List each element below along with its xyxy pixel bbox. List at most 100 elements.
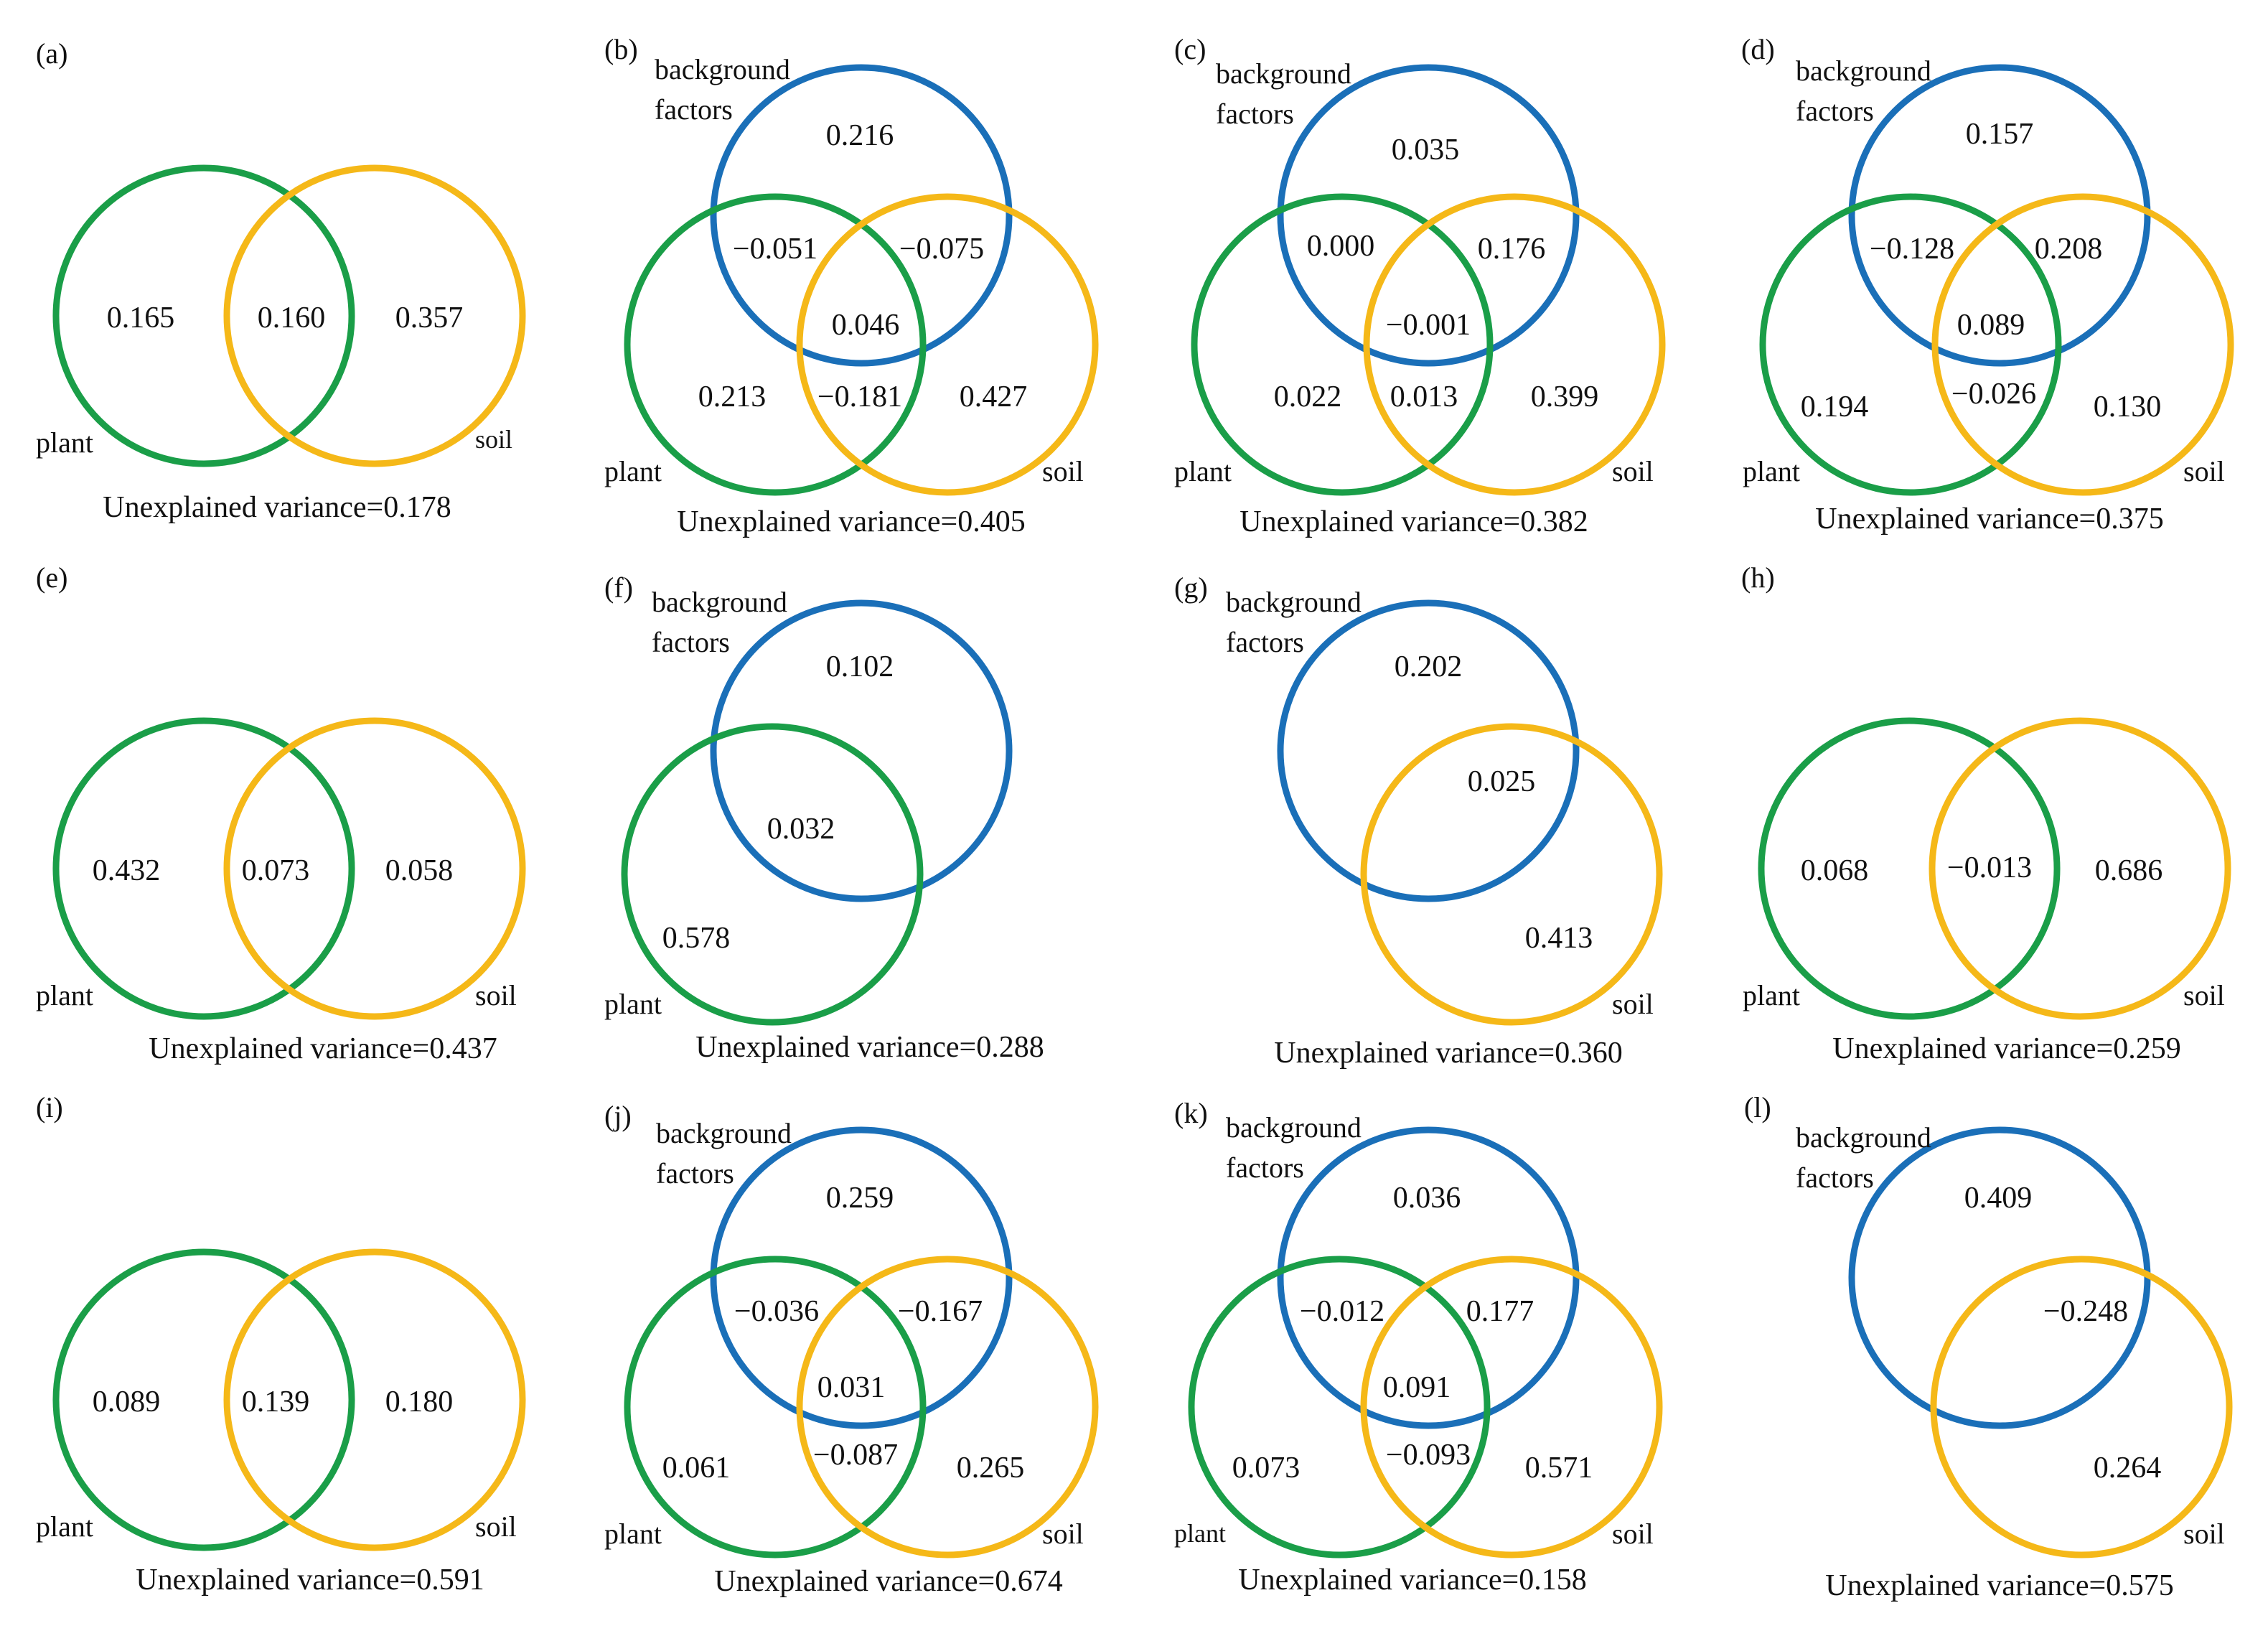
value-all: 0.089 [1957, 309, 2025, 342]
background-label-line2: factors [1796, 95, 1874, 127]
background-label-line1: background [1226, 586, 1362, 618]
value-soil-bg: 0.176 [1478, 233, 1546, 266]
background-circle [1848, 1126, 2151, 1429]
panel-e: (e) 0.432 0.073 0.058 plant soil Unexpla… [36, 561, 526, 1065]
unexplained-variance: Unexplained variance=0.405 [677, 505, 1026, 538]
value-soil-only: 0.130 [2094, 391, 2162, 424]
soil-circle [1930, 1256, 2233, 1558]
panel-label: (b) [604, 33, 638, 65]
value-soil-bg: 0.177 [1466, 1295, 1534, 1328]
value-bg-only: 0.157 [1966, 118, 2034, 151]
soil-label: soil [2183, 979, 2225, 1011]
value-plant-only: 0.432 [93, 854, 161, 887]
soil-label: soil [1612, 1518, 1654, 1550]
value-soil-only: 0.357 [395, 302, 464, 335]
unexplained-variance: Unexplained variance=0.178 [103, 491, 451, 524]
value-soil-only: 0.686 [2095, 854, 2163, 887]
soil-label: soil [2183, 455, 2225, 487]
plant-circle [621, 723, 924, 1026]
soil-circle [796, 1256, 1099, 1558]
background-label-line2: factors [1226, 626, 1304, 658]
plant-circle [52, 717, 355, 1020]
unexplained-variance: Unexplained variance=0.259 [1832, 1032, 2181, 1065]
soil-circle [223, 717, 526, 1020]
plant-circle [1188, 1256, 1491, 1558]
background-label-line2: factors [656, 1157, 734, 1190]
value-plant-bg: −0.128 [1870, 233, 1954, 266]
value-soil-bg: −0.075 [899, 233, 984, 266]
panel-label: (j) [604, 1100, 632, 1132]
soil-circle [1360, 1256, 1663, 1558]
plant-circle [1758, 717, 2061, 1020]
background-circle [1277, 1126, 1580, 1429]
plant-label: plant [1743, 979, 1800, 1011]
unexplained-variance: Unexplained variance=0.158 [1238, 1564, 1587, 1597]
panel-f: (f) background factors 0.102 0.032 0.578… [604, 571, 1044, 1064]
unexplained-variance: Unexplained variance=0.360 [1274, 1037, 1623, 1070]
background-circle [710, 1126, 1013, 1429]
plant-circle [52, 1248, 355, 1551]
panel-label: (f) [604, 571, 633, 604]
panel-label: (c) [1174, 33, 1206, 65]
value-soil-only: 0.058 [385, 854, 454, 887]
value-plant-soil: 0.160 [258, 302, 326, 335]
unexplained-variance: Unexplained variance=0.575 [1825, 1569, 2174, 1602]
panel-label: (k) [1174, 1097, 1208, 1129]
unexplained-variance: Unexplained variance=0.437 [149, 1032, 497, 1065]
panel-j: (j) background factors 0.259 −0.036 −0.1… [604, 1100, 1099, 1598]
value-all: 0.091 [1383, 1371, 1451, 1404]
value-plant-soil: 0.139 [242, 1385, 310, 1419]
background-label-line1: background [656, 1117, 792, 1149]
plant-label: plant [1743, 455, 1800, 487]
soil-circle [1929, 717, 2231, 1020]
background-label-line1: background [1796, 1121, 1931, 1154]
value-plant-soil: 0.013 [1390, 380, 1458, 413]
soil-circle [1931, 193, 2234, 496]
soil-circle [1360, 723, 1663, 1026]
value-plant-only: 0.213 [698, 380, 767, 413]
value-bg-only: 0.035 [1392, 134, 1460, 167]
unexplained-variance: Unexplained variance=0.288 [695, 1031, 1044, 1064]
value-soil-only: 0.180 [385, 1385, 454, 1419]
value-plant-only: 0.073 [1232, 1452, 1301, 1485]
background-circle [710, 64, 1013, 367]
plant-label: plant [604, 1518, 662, 1550]
background-circle [1277, 599, 1580, 902]
plant-circle [52, 164, 355, 467]
background-circle [710, 599, 1013, 902]
value-bg-only: 0.036 [1393, 1182, 1461, 1215]
plant-circle [1759, 193, 2062, 496]
plant-label: plant [36, 426, 93, 459]
value-bg-only: 0.259 [826, 1182, 894, 1215]
value-all: −0.001 [1386, 309, 1471, 342]
value-plant-only: 0.061 [662, 1452, 731, 1485]
value-plant-only: 0.068 [1801, 854, 1869, 887]
value-soil-only: 0.264 [2094, 1452, 2162, 1485]
value-bg-only: 0.202 [1395, 650, 1463, 683]
panel-b: (b) background factors 0.216 −0.051 −0.0… [604, 33, 1099, 538]
plant-label: plant [36, 1510, 93, 1543]
soil-label: soil [1612, 988, 1654, 1020]
plant-label: plant [604, 988, 662, 1020]
soil-circle [223, 1248, 526, 1551]
value-soil-only: 0.571 [1525, 1452, 1593, 1485]
soil-circle [1363, 193, 1666, 496]
plant-label: plant [604, 455, 662, 487]
value-plant-bg: −0.012 [1300, 1295, 1384, 1328]
value-plant-bg: −0.036 [734, 1295, 819, 1328]
value-plant-only: 0.089 [93, 1385, 161, 1419]
value-bg-only: 0.102 [826, 650, 894, 683]
soil-label: soil [1042, 1518, 1084, 1550]
unexplained-variance: Unexplained variance=0.674 [714, 1565, 1063, 1598]
unexplained-variance: Unexplained variance=0.591 [136, 1564, 484, 1597]
background-label-line2: factors [1216, 98, 1294, 130]
value-plant-soil: −0.093 [1386, 1439, 1471, 1472]
panel-d: (d) background factors 0.157 −0.128 0.20… [1741, 33, 2234, 536]
plant-label: plant [1174, 1519, 1226, 1548]
value-soil-bg: −0.248 [2043, 1295, 2128, 1328]
panel-c: (c) background factors 0.035 0.000 0.176… [1174, 33, 1666, 538]
value-plant-bg: 0.000 [1307, 230, 1375, 263]
panel-k: (k) background factors 0.036 −0.012 0.17… [1174, 1097, 1663, 1597]
value-soil-only: 0.413 [1525, 922, 1593, 955]
soil-label: soil [475, 979, 517, 1011]
